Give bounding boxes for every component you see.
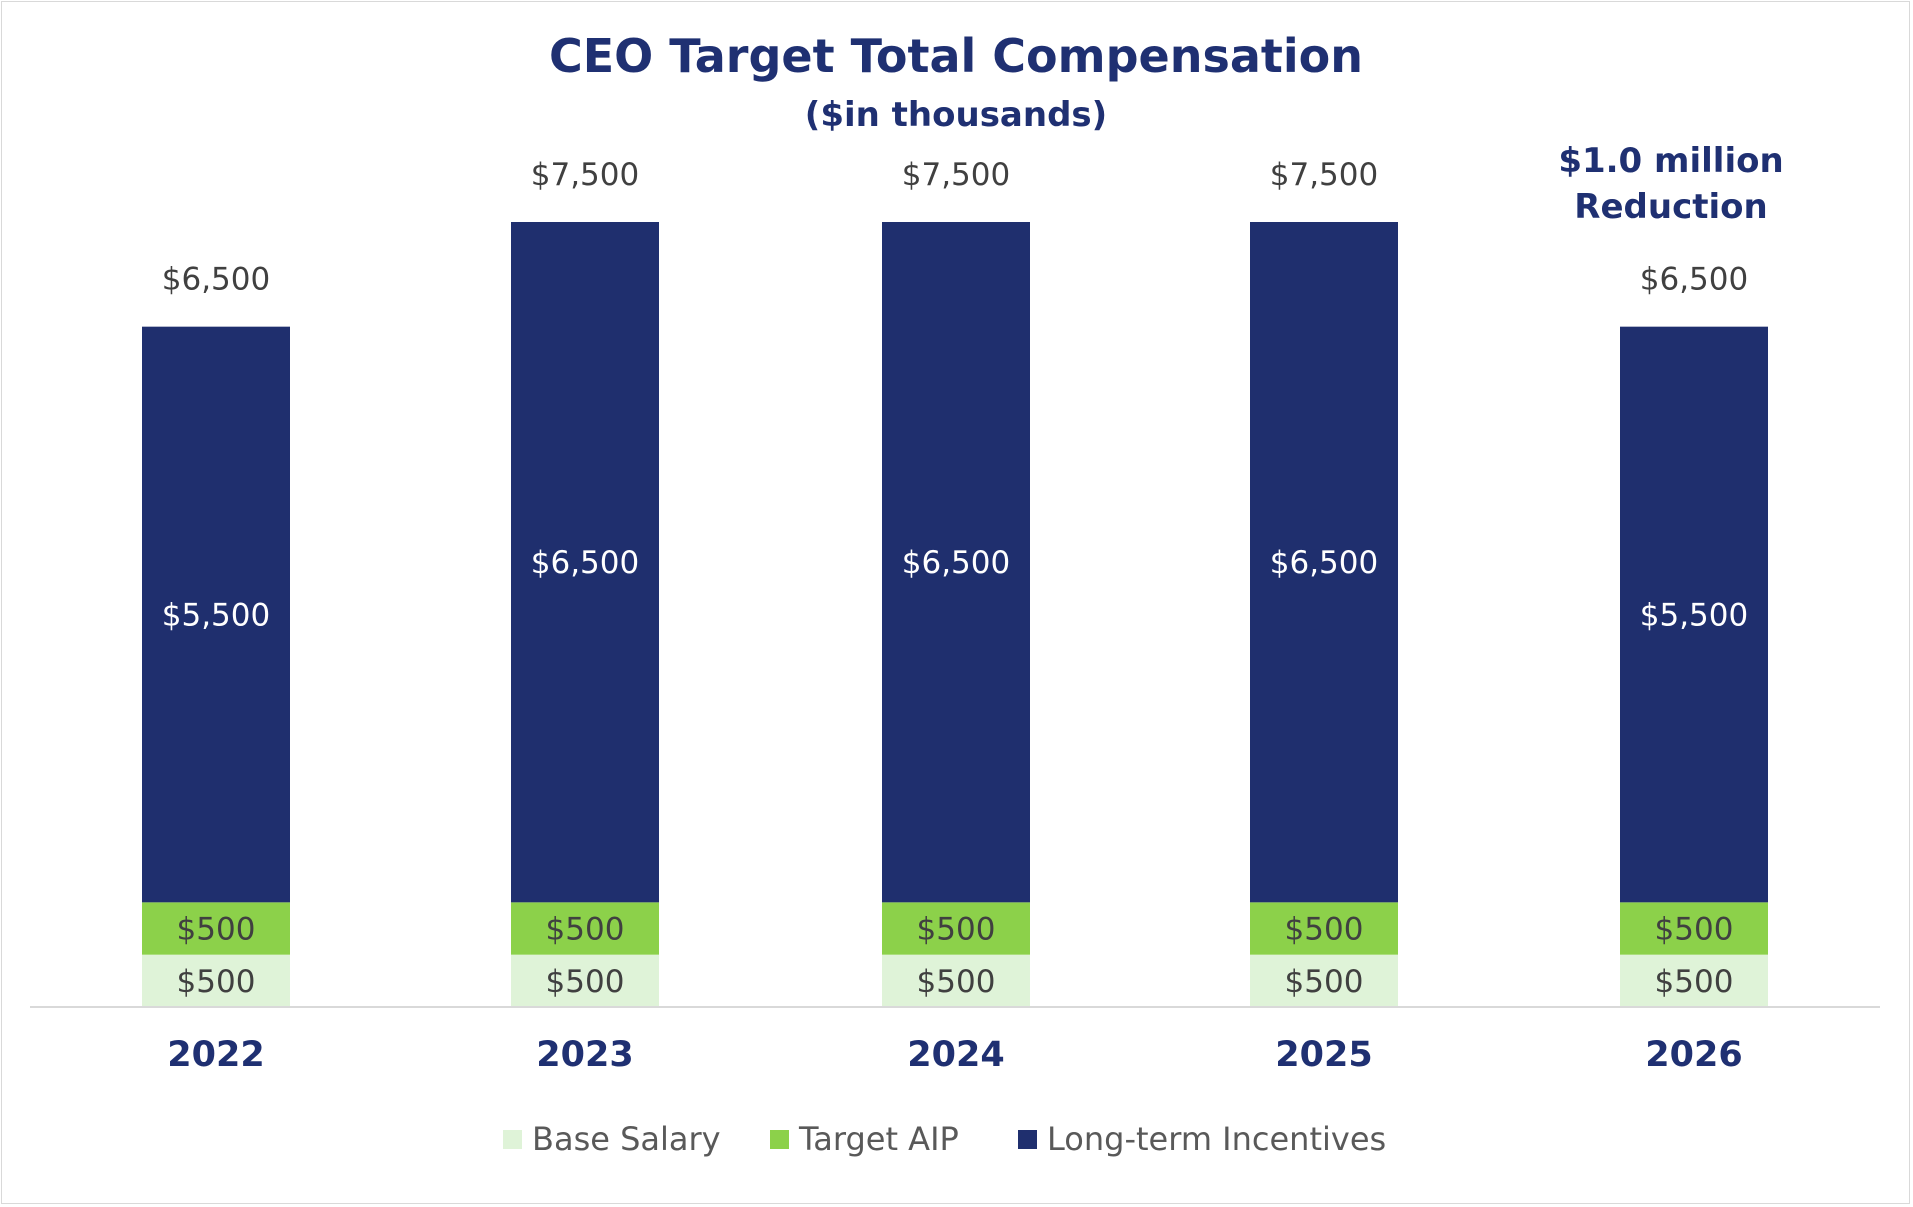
data-label-target-aip-2023: $500 — [546, 912, 625, 948]
data-label-long-term-incentives-2024: $6,500 — [902, 545, 1010, 581]
chart-title: CEO Target Total Compensation — [549, 29, 1363, 83]
chart-subtitle: ($in thousands) — [805, 95, 1107, 135]
data-label-base-salary-2026: $500 — [1655, 964, 1734, 1000]
bar-target-aip-2024 — [882, 902, 1030, 955]
total-label-2022: $6,500 — [162, 262, 270, 298]
bar-long-term-incentives-2024 — [882, 222, 1030, 903]
bar-base-salary-2026 — [1620, 954, 1768, 1007]
bar-base-salary-2024 — [882, 954, 1030, 1007]
bar-long-term-incentives-2025 — [1250, 222, 1398, 903]
data-label-long-term-incentives-2022: $5,500 — [162, 598, 270, 634]
x-tick-label-2022: 2022 — [167, 1035, 264, 1075]
data-label-base-salary-2023: $500 — [546, 964, 625, 1000]
data-label-target-aip-2026: $500 — [1655, 912, 1734, 948]
data-label-long-term-incentives-2026: $5,500 — [1640, 598, 1748, 634]
reduction-annotation-line-2: Reduction — [1574, 187, 1767, 227]
bars-layer — [142, 222, 1768, 1007]
legend-label-target-aip: Target AIP — [798, 1120, 959, 1158]
bar-base-salary-2025 — [1250, 954, 1398, 1007]
labels-layer: $500 $500 $5,500 $6,500 $500 $500 $6,500 $7,500… — [162, 157, 1748, 1000]
data-label-base-salary-2022: $500 — [177, 964, 256, 1000]
x-tick-label-2026: 2026 — [1645, 1035, 1742, 1075]
total-label-2025: $7,500 — [1270, 157, 1378, 193]
legend-label-long-term-incentives: Long-term Incentives — [1047, 1120, 1386, 1158]
data-label-base-salary-2024: $500 — [917, 964, 996, 1000]
bar-target-aip-2022 — [142, 902, 290, 955]
bar-long-term-incentives-2023 — [511, 222, 659, 903]
x-tick-label-2023: 2023 — [536, 1035, 633, 1075]
x-axis-tick-labels: 2022 2023 2024 2025 2026 — [167, 1035, 1742, 1075]
reduction-annotation-line-1: $1.0 million — [1558, 141, 1783, 181]
data-label-target-aip-2025: $500 — [1285, 912, 1364, 948]
bar-base-salary-2023 — [511, 954, 659, 1007]
data-label-long-term-incentives-2023: $6,500 — [531, 545, 639, 581]
total-label-2026: $6,500 — [1640, 262, 1748, 298]
bar-base-salary-2022 — [142, 954, 290, 1007]
data-label-target-aip-2022: $500 — [177, 912, 256, 948]
legend-swatch-long-term-incentives — [1018, 1130, 1037, 1149]
data-label-long-term-incentives-2025: $6,500 — [1270, 545, 1378, 581]
bar-long-term-incentives-2026 — [1620, 326, 1768, 903]
total-label-2024: $7,500 — [902, 157, 1010, 193]
bar-target-aip-2023 — [511, 902, 659, 955]
legend: Base Salary Target AIP Long-term Incentive… — [503, 1120, 1386, 1158]
bar-target-aip-2025 — [1250, 902, 1398, 955]
x-tick-label-2024: 2024 — [907, 1035, 1004, 1075]
x-tick-label-2025: 2025 — [1275, 1035, 1372, 1075]
data-label-target-aip-2024: $500 — [917, 912, 996, 948]
legend-swatch-target-aip — [770, 1130, 789, 1149]
bar-target-aip-2026 — [1620, 902, 1768, 955]
data-label-base-salary-2025: $500 — [1285, 964, 1364, 1000]
legend-label-base-salary: Base Salary — [532, 1120, 721, 1158]
legend-swatch-base-salary — [503, 1130, 522, 1149]
total-label-2023: $7,500 — [531, 157, 639, 193]
bar-long-term-incentives-2022 — [142, 326, 290, 903]
